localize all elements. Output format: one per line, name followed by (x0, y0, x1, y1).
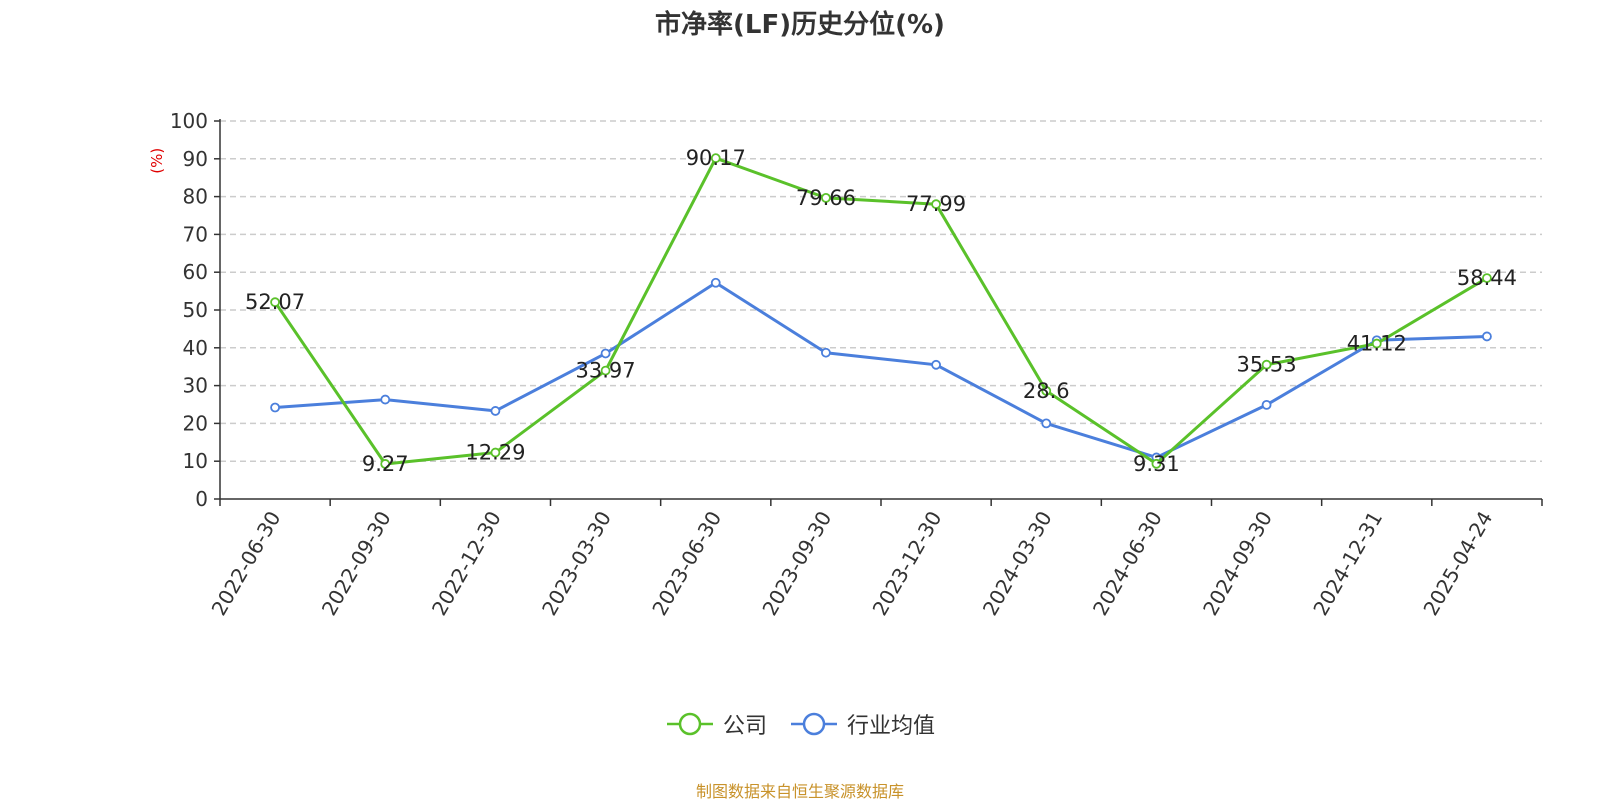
data-point (1482, 331, 1492, 342)
data-label: 9.27 (362, 452, 409, 476)
data-point (380, 394, 391, 405)
grid-lines (220, 120, 1542, 462)
y-axis-unit-label: (%) (148, 148, 166, 174)
source-note: 制图数据来自恒生聚源数据库 (695, 782, 904, 801)
chart-title: 市净率(LF)历史分位(%) (655, 10, 945, 40)
x-tick-label: 2022-09-30 (317, 507, 396, 620)
x-tick-label: 2024-06-30 (1088, 507, 1167, 620)
legend-label: 公司 (722, 714, 767, 739)
y-tick-label: 50 (183, 298, 208, 322)
data-label: 28.6 (1023, 379, 1070, 403)
data-point (600, 365, 611, 376)
series-line-1 (274, 281, 1487, 459)
data-point (1041, 418, 1052, 429)
data-point (1371, 338, 1382, 349)
data-label: 79.66 (796, 186, 856, 210)
data-point (1261, 359, 1272, 370)
data-label: 90.17 (686, 146, 746, 170)
data-label: 58.44 (1457, 266, 1517, 290)
x-tick-label: 2023-06-30 (647, 507, 726, 620)
data-point (1041, 385, 1052, 396)
data-point (490, 447, 501, 458)
legend-swatch (791, 712, 837, 736)
series-lines (270, 153, 1492, 469)
y-tick-label: 40 (183, 336, 208, 360)
y-tick-label: 30 (183, 374, 208, 398)
y-tick-label: 70 (183, 222, 208, 246)
data-point (1482, 273, 1492, 283)
data-label: 33.97 (576, 359, 636, 383)
x-tick-label: 2025-04-24 (1418, 507, 1497, 620)
y-tick-label: 100 (170, 109, 208, 133)
y-tick-label: 0 (195, 487, 208, 511)
legend-item-1[interactable]: 行业均值 (789, 708, 935, 740)
data-point (931, 199, 941, 210)
x-tick-label: 2024-03-30 (978, 507, 1057, 620)
y-tick-label: 20 (183, 411, 208, 435)
x-tick-label: 2023-09-30 (757, 507, 836, 620)
data-label: 12.29 (465, 441, 525, 465)
y-tick-label: 60 (183, 260, 208, 284)
data-point (380, 459, 391, 469)
legend-swatch (666, 712, 713, 736)
data-label: 9.31 (1133, 452, 1180, 476)
y-tick-label: 10 (183, 449, 208, 473)
series-line-0 (273, 156, 1488, 466)
x-tick-label: 2024-12-31 (1308, 507, 1387, 620)
x-tick-label: 2022-06-30 (207, 507, 286, 620)
y-tick-label: 80 (183, 185, 208, 209)
data-point (821, 347, 831, 358)
x-tick-label: 2024-09-30 (1198, 507, 1277, 620)
legend-item-0[interactable]: 公司 (665, 708, 767, 740)
legend-label: 行业均值 (847, 714, 936, 739)
legend-swatch-marker (802, 712, 826, 736)
data-label: 41.12 (1347, 332, 1407, 356)
data-point (1261, 399, 1272, 410)
data-point (1151, 458, 1162, 469)
data-label: 35.53 (1237, 353, 1297, 377)
data-point (931, 359, 941, 370)
data-point (270, 402, 280, 413)
x-tick-label: 2022-12-30 (427, 507, 506, 620)
legend: 公司 行业均值 (0, 708, 1600, 740)
data-point (490, 406, 501, 416)
data-labels: 52.07 9.27 12.29 33.97 90.17 79.66 77.99 28.6 9.… (245, 146, 1517, 476)
x-tick-label: 2023-12-30 (868, 507, 947, 620)
data-label: 77.99 (906, 192, 966, 216)
data-point (821, 192, 831, 203)
data-point (710, 153, 721, 164)
legend-swatch-marker (678, 712, 702, 736)
data-point (600, 348, 611, 359)
x-tick-label: 2023-03-30 (537, 507, 616, 620)
data-label: 52.07 (245, 290, 305, 314)
data-point (270, 297, 280, 308)
y-tick-label: 90 (183, 147, 208, 171)
data-point (710, 277, 721, 288)
